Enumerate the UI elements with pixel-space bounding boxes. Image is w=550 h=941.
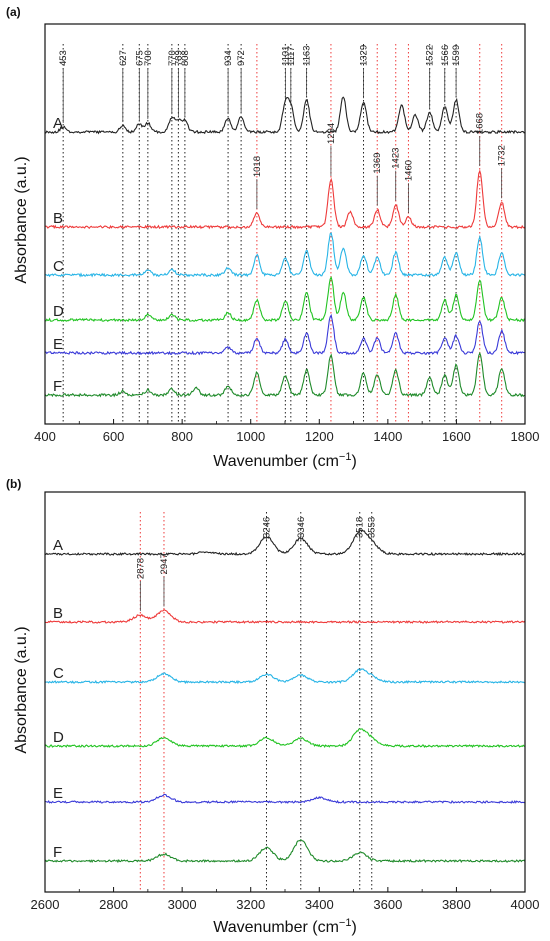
peak-annotation: 1460 xyxy=(403,160,414,181)
x-tick-label: 3600 xyxy=(373,897,402,912)
peak-annotation: 3518 xyxy=(355,517,366,538)
series-label-D: D xyxy=(53,729,64,746)
peak-annotation: 453 xyxy=(58,50,69,66)
peak-annotation: 1117 xyxy=(286,46,297,66)
series-line-C xyxy=(45,232,526,278)
y-axis-title: Absorbance (a.u.) xyxy=(13,156,30,283)
peak-annotation: 1234 xyxy=(326,123,337,144)
series-label-B: B xyxy=(53,210,63,227)
series-line-D xyxy=(44,728,525,749)
series-line-A xyxy=(44,529,526,556)
series-label-F: F xyxy=(53,844,62,861)
peak-annotation: 1566 xyxy=(440,45,451,66)
x-tick-label: 1800 xyxy=(511,429,540,444)
series-line-D xyxy=(44,275,526,323)
peak-annotation: 3553 xyxy=(367,517,378,538)
peak-annotation: 770 xyxy=(167,50,178,66)
x-tick-label: 3400 xyxy=(305,897,334,912)
x-tick-label: 1000 xyxy=(236,429,265,444)
x-tick-label: 3200 xyxy=(236,897,265,912)
x-tick-label: 3000 xyxy=(168,897,197,912)
series-line-B xyxy=(45,169,526,230)
series-label-E: E xyxy=(53,785,63,802)
x-tick-label: 2800 xyxy=(99,897,128,912)
peak-annotation: 934 xyxy=(223,50,234,66)
series-line-B xyxy=(44,608,526,624)
x-tick-label: 600 xyxy=(103,429,125,444)
series-label-B: B xyxy=(53,605,63,622)
peak-annotation: 2947 xyxy=(159,553,170,574)
peak-annotation: 1101 xyxy=(280,46,291,66)
y-axis-title: Absorbance (a.u.) xyxy=(13,626,30,753)
panel-label: (b) xyxy=(6,477,21,491)
series-label-F: F xyxy=(53,378,62,395)
series-line-E xyxy=(44,793,526,804)
series-label-E: E xyxy=(53,336,63,353)
peak-annotation: 972 xyxy=(236,50,247,66)
x-tick-label: 4000 xyxy=(511,897,540,912)
x-tick-label: 3800 xyxy=(442,897,471,912)
peak-annotation: 3346 xyxy=(296,517,307,538)
plot-frame xyxy=(44,491,526,893)
x-tick-label: 1400 xyxy=(373,429,402,444)
x-tick-label: 1200 xyxy=(305,429,334,444)
peak-annotation: 1522 xyxy=(425,45,436,66)
series-label-C: C xyxy=(53,665,64,682)
series-label-D: D xyxy=(53,303,64,320)
x-axis-title: Wavenumber (cm−1) xyxy=(213,917,357,936)
peak-annotation: 1329 xyxy=(359,45,370,66)
peak-annotation: 789 xyxy=(173,50,184,66)
peak-annotation: 3246 xyxy=(261,517,272,538)
peak-annotation: 700 xyxy=(143,50,154,66)
x-tick-label: 800 xyxy=(171,429,193,444)
peak-annotation: 1369 xyxy=(372,153,383,174)
series-label-A: A xyxy=(53,115,63,132)
peak-annotation: 808 xyxy=(180,50,191,66)
peak-annotation: 2878 xyxy=(135,558,146,579)
x-axis-title: Wavenumber (cm−1) xyxy=(213,451,357,470)
series-line-A xyxy=(44,96,526,135)
series-label-A: A xyxy=(53,537,63,554)
series-line-F xyxy=(44,839,526,864)
peak-annotation: 1018 xyxy=(252,156,263,177)
series-line-E xyxy=(44,313,526,356)
chart-panel-b: (b) A B C D E F 2878 2947 3246 3346 3518 3553 2600 280… xyxy=(6,477,539,936)
series-label-C: C xyxy=(53,258,64,275)
series-line-C xyxy=(44,668,526,685)
x-tick-label: 400 xyxy=(34,429,56,444)
peak-annotation: 627 xyxy=(118,50,129,66)
x-tick-label: 1600 xyxy=(442,429,471,444)
x-tick-label: 2600 xyxy=(31,897,60,912)
peak-annotation: 1668 xyxy=(475,113,486,134)
peak-annotation: 1423 xyxy=(391,148,402,169)
peak-annotation: 1599 xyxy=(451,45,462,66)
panel-label: (a) xyxy=(6,5,21,19)
peak-annotation: 1163 xyxy=(302,46,313,66)
series-line-F xyxy=(44,351,525,398)
peak-annotation: 1732 xyxy=(497,145,508,166)
peak-annotation: 675 xyxy=(134,50,145,66)
